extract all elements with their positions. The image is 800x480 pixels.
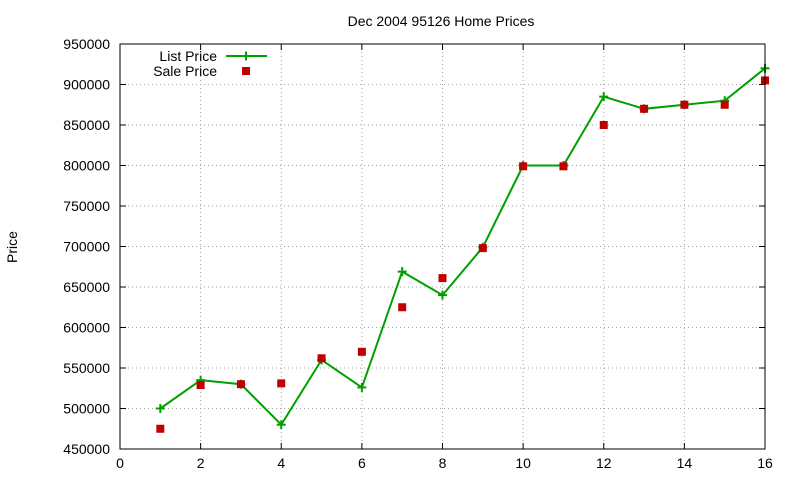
plot-frame: [119, 43, 766, 450]
sale-price-point: [196, 381, 205, 390]
x-tick-label: 2: [197, 455, 205, 471]
x-tick-label: 10: [515, 455, 531, 471]
sale-price-point: [559, 162, 568, 171]
x-tick-label: 4: [277, 455, 285, 471]
sale-price-point: [438, 274, 447, 283]
list-price-point: [276, 420, 286, 430]
y-tick-label: 450000: [63, 441, 110, 457]
x-tick-label: 8: [439, 455, 447, 471]
x-tick-label: 14: [677, 455, 693, 471]
list-price-point: [357, 382, 367, 392]
list-price-point: [438, 290, 447, 300]
y-tick-label: 550000: [63, 360, 110, 376]
sale-price-point: [519, 162, 528, 171]
y-axis-label: Price: [4, 231, 20, 263]
y-tick-label: 700000: [63, 239, 110, 255]
plot-area: [155, 63, 770, 433]
sale-price-point: [317, 354, 326, 363]
y-tick-label: 900000: [63, 77, 110, 93]
list-price-point: [397, 267, 407, 277]
legend-label-list-price: List Price: [159, 48, 217, 64]
sale-price-point: [398, 303, 407, 312]
x-tick-label: 0: [116, 455, 124, 471]
sale-price-point: [478, 244, 487, 253]
legend-marker-list-price: [241, 51, 251, 61]
x-tick-label: 6: [358, 455, 366, 471]
y-tick-label: 500000: [63, 401, 110, 417]
y-tick-label: 850000: [63, 117, 110, 133]
sale-price-point: [680, 100, 689, 109]
sale-price-point: [357, 347, 366, 356]
list-price-point: [599, 92, 609, 102]
y-tick-label: 600000: [63, 320, 110, 336]
chart-title: Dec 2004 95126 Home Prices: [348, 13, 535, 29]
sale-price-point: [277, 379, 286, 388]
y-tick-label: 800000: [63, 158, 110, 174]
axes: 0 2 4 6 8 10 12 14 16 450000 500000 550000 600000 650…: [63, 36, 773, 471]
x-tick-label: 12: [596, 455, 612, 471]
y-tick-label: 950000: [63, 36, 110, 52]
sale-price-point: [156, 424, 165, 433]
sale-price-point: [236, 380, 245, 389]
legend-marker-sale-price: [242, 67, 250, 75]
grid: [120, 44, 765, 449]
sale-price-point: [640, 104, 649, 113]
legend: List Price Sale Price: [153, 48, 267, 79]
legend-label-sale-price: Sale Price: [153, 63, 217, 79]
list-price-line: [159, 67, 766, 427]
list-price-point: [155, 404, 165, 413]
sale-price-point: [720, 100, 729, 109]
x-tick-label: 16: [757, 455, 773, 471]
y-tick-label: 650000: [63, 279, 110, 295]
y-tick-label: 750000: [63, 198, 110, 214]
sale-price-point: [599, 121, 608, 129]
